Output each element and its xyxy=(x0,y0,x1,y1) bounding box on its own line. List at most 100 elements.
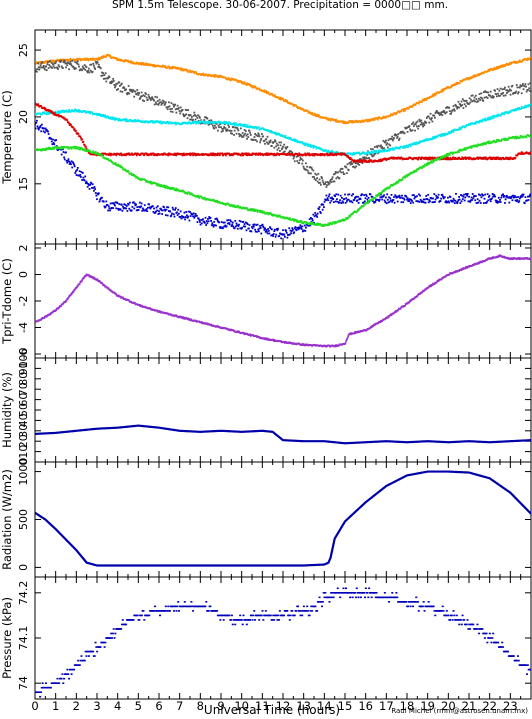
data-point xyxy=(114,201,117,204)
data-point xyxy=(35,70,38,73)
data-point xyxy=(440,155,443,158)
data-point xyxy=(380,196,383,198)
data-point xyxy=(348,157,351,159)
data-point xyxy=(239,133,242,136)
data-point xyxy=(372,152,375,154)
data-point xyxy=(133,173,136,176)
data-point xyxy=(391,147,394,149)
data-point xyxy=(104,77,106,80)
data-point xyxy=(430,95,433,98)
data-point xyxy=(220,221,223,223)
data-point xyxy=(410,129,413,132)
data-point xyxy=(200,119,203,122)
data-point xyxy=(509,111,512,113)
data-point xyxy=(190,71,193,74)
data-point xyxy=(89,112,92,115)
data-point xyxy=(307,143,310,146)
data-point xyxy=(66,119,69,122)
data-point xyxy=(283,143,286,146)
data-point xyxy=(450,112,452,115)
data-point xyxy=(84,68,87,71)
data-point xyxy=(217,124,220,127)
data-point xyxy=(295,220,298,223)
data-point xyxy=(499,198,501,201)
data-point xyxy=(429,117,431,120)
data-point xyxy=(66,64,69,67)
data-point xyxy=(160,209,163,212)
data-point xyxy=(218,74,221,77)
data-point xyxy=(264,154,267,156)
data-point xyxy=(460,128,462,130)
data-point xyxy=(58,111,61,114)
data-point xyxy=(481,193,483,196)
data-point xyxy=(508,89,511,92)
data-point xyxy=(51,143,54,146)
data-point xyxy=(337,193,340,196)
data-point xyxy=(357,163,359,165)
data-point xyxy=(175,123,178,126)
data-point xyxy=(364,197,367,200)
data-point xyxy=(81,138,84,141)
data-point xyxy=(330,199,333,202)
data-point xyxy=(141,209,144,212)
data-point xyxy=(511,84,514,87)
data-point xyxy=(464,196,467,199)
data-point xyxy=(240,153,243,156)
data-point xyxy=(236,127,239,129)
data-point xyxy=(332,201,335,204)
data-point xyxy=(52,59,55,62)
data-point xyxy=(277,144,279,147)
data-point xyxy=(424,97,427,100)
data-point xyxy=(504,86,506,89)
data-point xyxy=(90,63,93,66)
data-point xyxy=(298,159,301,162)
data-point xyxy=(417,168,420,171)
data-point xyxy=(288,233,291,236)
data-point xyxy=(473,99,475,102)
data-point xyxy=(464,100,467,103)
data-point xyxy=(380,192,383,194)
data-point xyxy=(146,153,149,156)
data-point xyxy=(440,158,443,160)
data-point xyxy=(442,89,445,92)
data-point xyxy=(112,77,115,80)
data-point xyxy=(440,89,443,92)
data-point xyxy=(200,219,203,221)
data-point xyxy=(517,92,519,95)
data-point xyxy=(39,64,42,67)
data-point xyxy=(109,202,112,205)
data-point xyxy=(35,123,36,126)
data-point xyxy=(222,154,225,156)
data-point xyxy=(218,122,221,125)
data-point xyxy=(463,147,466,150)
data-point xyxy=(187,70,190,73)
data-point xyxy=(243,123,245,126)
data-point xyxy=(369,160,372,163)
data-point xyxy=(306,169,309,172)
data-point xyxy=(456,106,459,109)
data-point xyxy=(293,220,296,223)
data-point xyxy=(525,90,528,93)
data-point xyxy=(246,222,248,225)
data-point xyxy=(333,222,336,225)
data-point xyxy=(424,120,426,123)
data-point xyxy=(489,94,491,97)
data-point xyxy=(510,195,513,198)
data-point xyxy=(497,66,500,69)
data-point xyxy=(267,152,270,155)
data-point xyxy=(372,160,374,163)
data-point xyxy=(169,210,172,213)
data-point xyxy=(440,113,442,115)
data-point xyxy=(349,163,352,166)
data-point xyxy=(73,145,75,148)
data-point xyxy=(415,200,418,203)
data-point xyxy=(57,113,60,116)
data-point xyxy=(181,69,184,72)
data-point xyxy=(316,113,319,116)
data-point xyxy=(108,76,111,79)
data-point xyxy=(464,78,467,81)
data-point xyxy=(326,117,329,120)
data-point xyxy=(451,85,454,88)
data-point xyxy=(360,206,363,208)
data-point xyxy=(381,146,384,148)
